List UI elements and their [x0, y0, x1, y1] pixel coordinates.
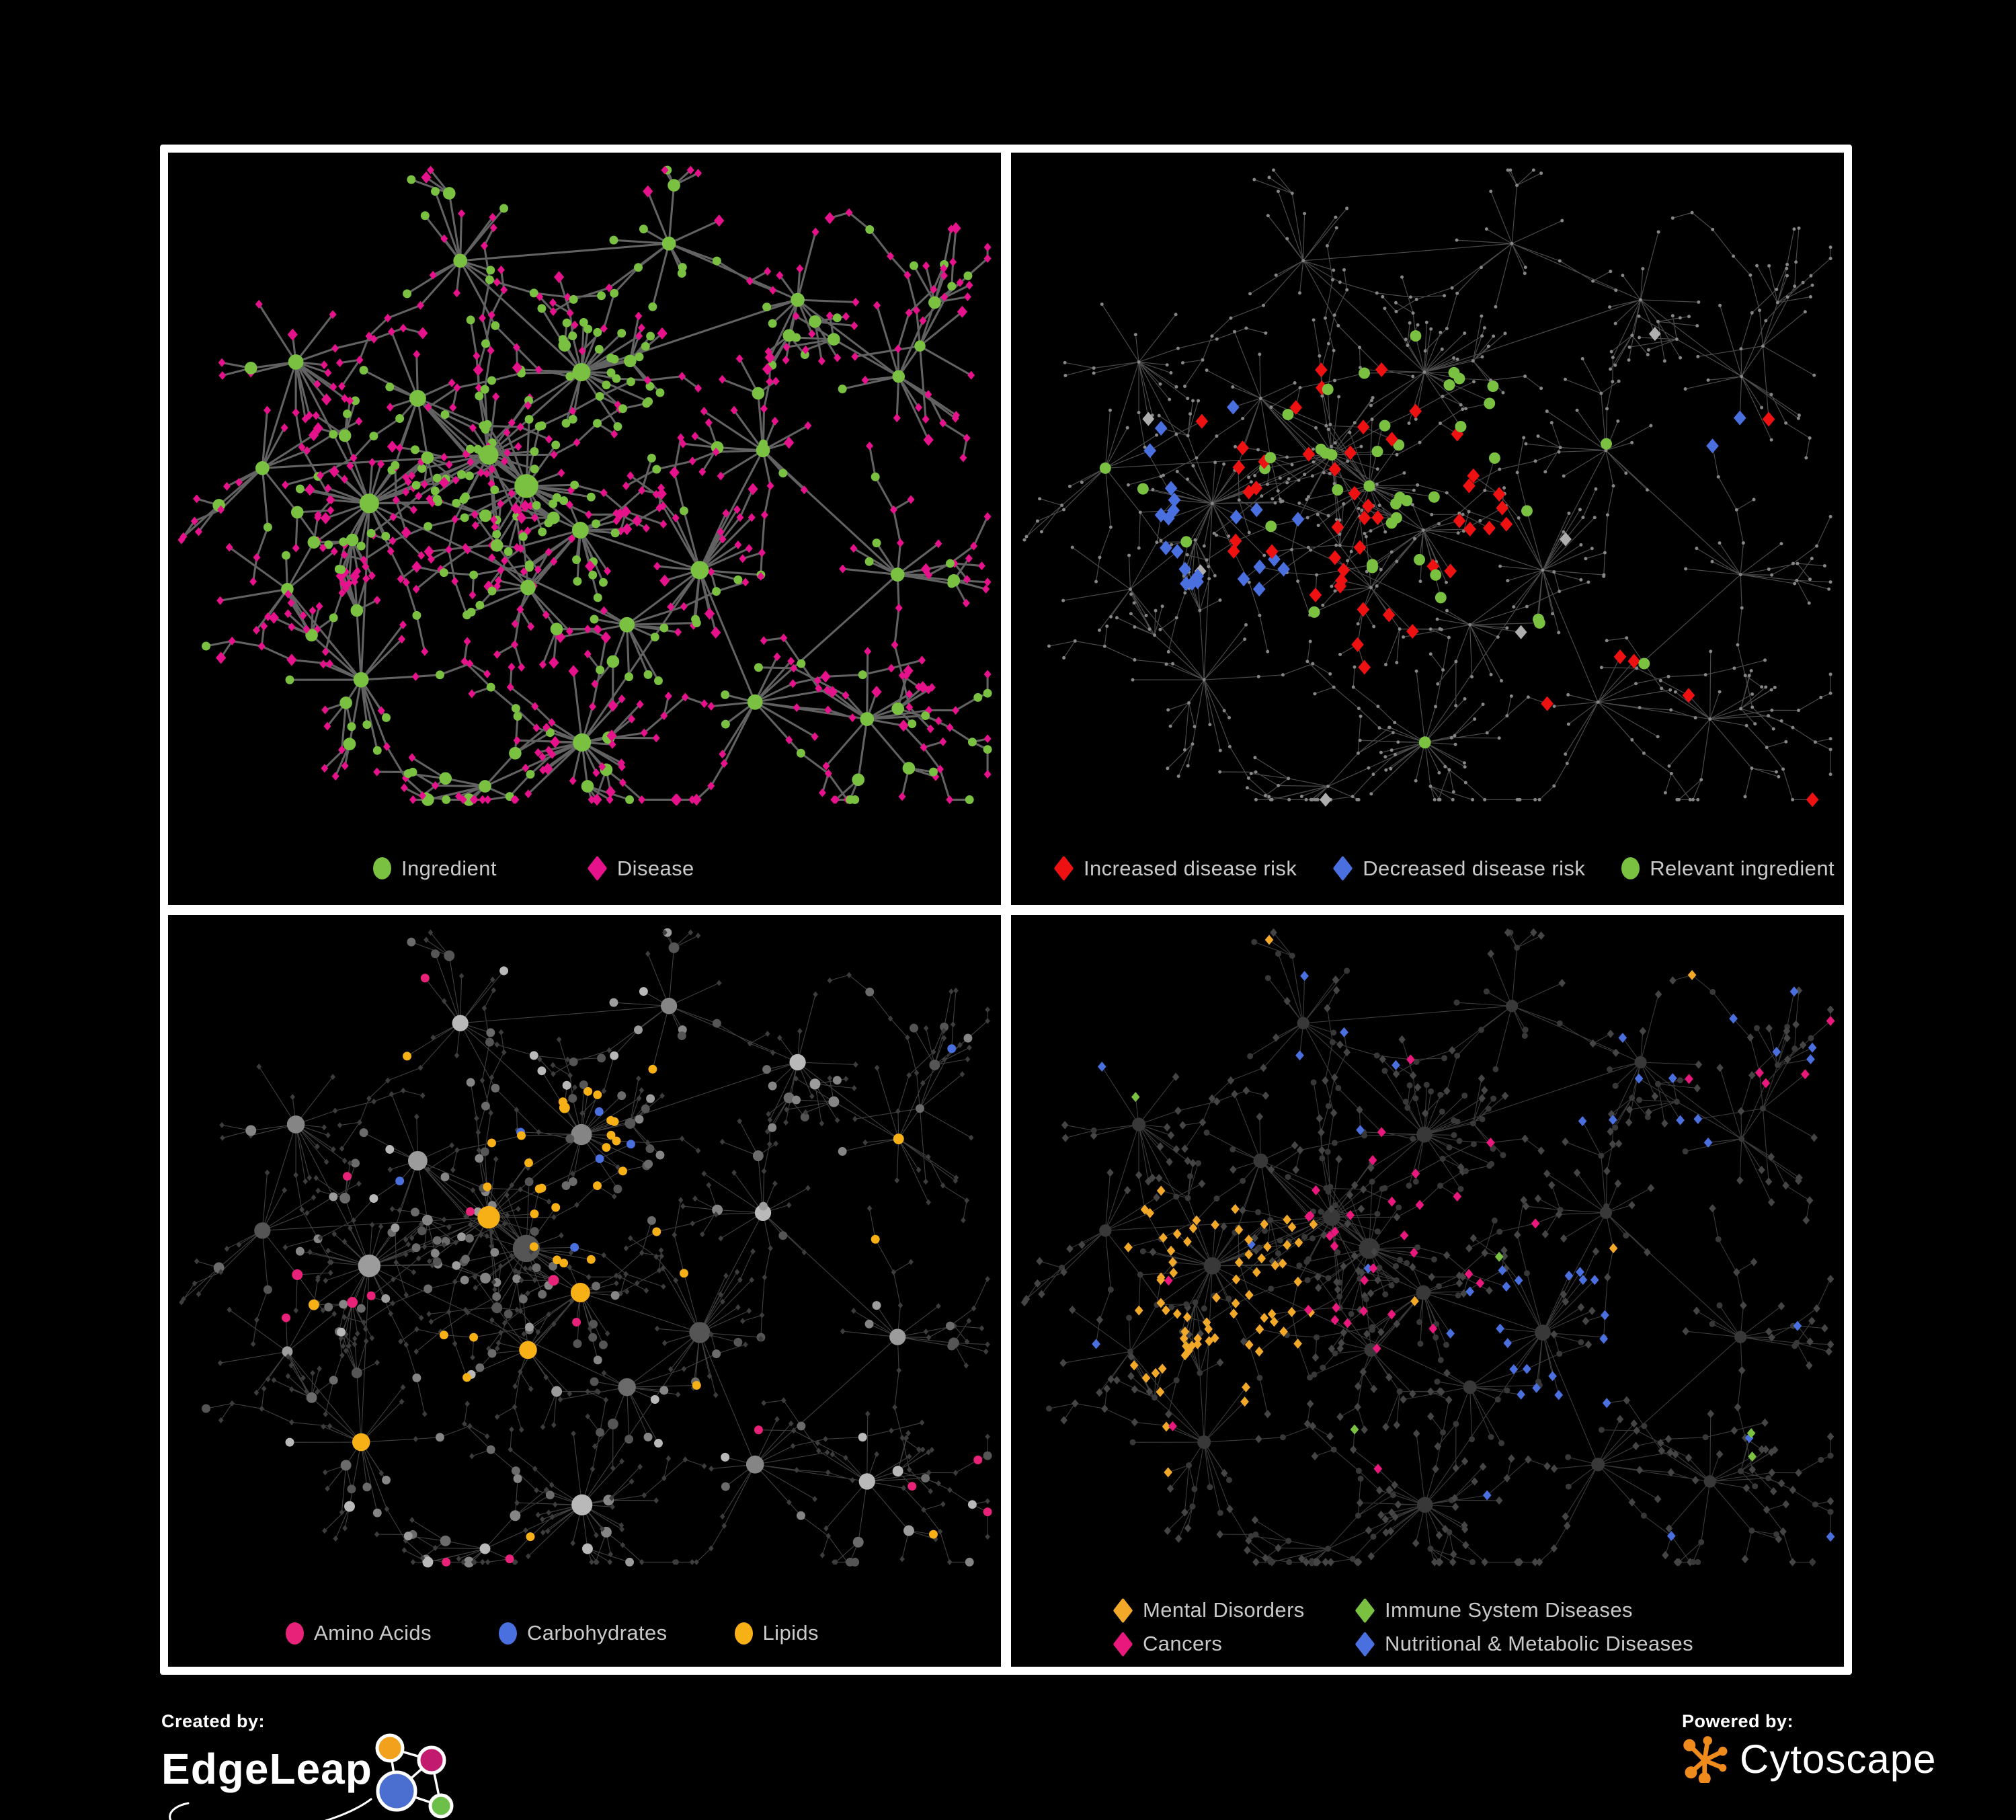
legend-diamond-swatch-icon: [1053, 855, 1074, 881]
legend-item: Ingredient: [373, 857, 497, 881]
legend-label: Nutritional & Metabolic Diseases: [1385, 1632, 1694, 1655]
legend-item: Carbohydrates: [498, 1621, 668, 1645]
panel-disease-categories: Mental Disorders Immune System Diseases Ca…: [1011, 914, 1844, 1667]
powered-by-label: Powered by:: [1682, 1711, 1794, 1731]
legend-diamond-swatch-icon: [1355, 1630, 1375, 1657]
panel-disease-risk: Increased disease risk Decreased disease …: [1011, 153, 1844, 905]
legend-diamond-swatch-icon: [1113, 1597, 1133, 1624]
legend-item: Increased disease risk: [1053, 855, 1297, 881]
legend-nutrient-classes: Amino Acids Carbohydrates Lipids: [286, 1621, 819, 1645]
cytoscape-wordmark: Cytoscape: [1740, 1736, 1937, 1782]
legend-item: Nutritional & Metabolic Diseases: [1355, 1630, 1694, 1657]
network-disease-categories: [1020, 928, 1835, 1567]
legend-label: Immune System Diseases: [1385, 1598, 1633, 1622]
network-ingredient-disease: [177, 165, 992, 806]
legend-item: Relevant ingredient: [1621, 857, 1834, 881]
legend-label: Ingredient: [401, 856, 497, 880]
edgeleap-credit: Created by: EdgeLeap: [161, 1711, 465, 1820]
legend-item: Immune System Diseases: [1355, 1597, 1693, 1624]
legend-item: Cancers: [1113, 1630, 1355, 1657]
created-by-label: Created by:: [161, 1711, 266, 1731]
legend-item: Disease: [587, 855, 694, 881]
legend-circle-swatch-icon: [1621, 857, 1640, 879]
legend-ingredient-disease: Ingredient Disease: [373, 855, 694, 881]
cytoscape-icon: [1683, 1736, 1728, 1783]
legend-diamond-swatch-icon: [1113, 1630, 1133, 1657]
cytoscape-credit: Powered by: Cytoscape: [1682, 1711, 1936, 1783]
legend-diamond-swatch-icon: [587, 855, 608, 881]
legend-label: Decreased disease risk: [1363, 856, 1586, 880]
legend-item: Lipids: [734, 1621, 819, 1645]
legend-item: Mental Disorders: [1113, 1597, 1355, 1624]
legend-label: Amino Acids: [314, 1621, 432, 1645]
network-nutrient-classes: [179, 928, 992, 1567]
network-disease-risk: [1022, 168, 1832, 807]
panel-ingredient-disease: Ingredient Disease: [168, 153, 1001, 905]
legend-label: Relevant ingredient: [1650, 856, 1834, 880]
legend-circle-swatch-icon: [734, 1622, 753, 1645]
legend-label: Disease: [616, 856, 694, 880]
legend-disease-categories: Mental Disorders Immune System Diseases Ca…: [1113, 1597, 1694, 1657]
legend-diamond-swatch-icon: [1355, 1597, 1375, 1624]
panel-grid: Ingredient Disease Increased disease risk…: [160, 145, 1852, 1675]
legend-label: Carbohydrates: [526, 1621, 668, 1645]
legend-item: Decreased disease risk: [1332, 855, 1586, 881]
legend-label: Lipids: [762, 1621, 819, 1645]
panel-nutrient-classes: Amino Acids Carbohydrates Lipids: [168, 914, 1001, 1667]
legend-circle-swatch-icon: [498, 1622, 517, 1645]
legend-diamond-swatch-icon: [1332, 855, 1353, 881]
legend-item: Amino Acids: [286, 1621, 432, 1645]
edgeleap-logo-icon: [375, 1733, 454, 1819]
edgeleap-wordmark: EdgeLeap: [161, 1745, 372, 1793]
legend-label: Cancers: [1143, 1632, 1223, 1655]
legend-disease-risk: Increased disease risk Decreased disease …: [1053, 855, 1834, 881]
legend-label: Increased disease risk: [1084, 856, 1297, 880]
legend-label: Mental Disorders: [1143, 1598, 1305, 1622]
legend-circle-swatch-icon: [373, 857, 391, 879]
legend-circle-swatch-icon: [286, 1622, 304, 1645]
